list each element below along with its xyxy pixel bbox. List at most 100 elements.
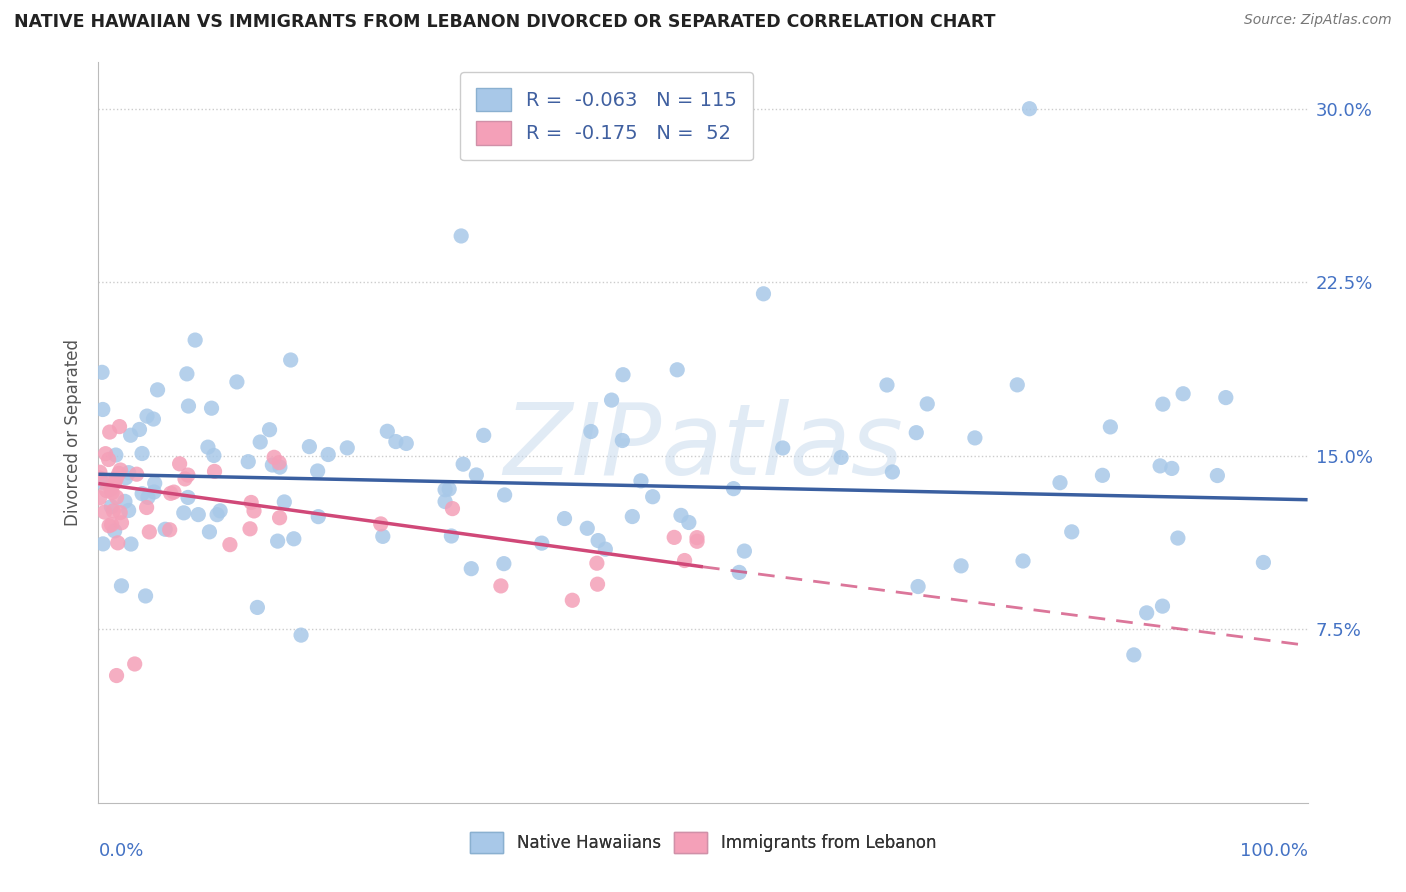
Point [451,457,474,471]
Point [108,506,131,520]
Point [114,471,136,485]
Point [98,425,121,439]
Text: ZIPatlas: ZIPatlas [503,399,903,496]
Point [91,475,114,490]
Point [89,491,111,505]
Point [437,482,460,496]
Point [169,457,191,471]
Point [441,501,464,516]
Text: NATIVE HAWAIIAN VS IMMIGRANTS FROM LEBANON DIVORCED OR SEPARATED CORRELATION CHA: NATIVE HAWAIIAN VS IMMIGRANTS FROM LEBAN… [14,13,995,31]
Point [120,537,142,551]
Point [131,446,153,460]
Point [100,517,122,532]
Point [209,504,232,518]
Point [963,431,986,445]
Point [238,455,260,469]
Point [117,503,139,517]
Point [1253,556,1275,570]
Point [101,485,124,500]
Point [159,523,181,537]
Point [579,425,602,439]
Point [612,434,634,448]
Point [173,506,195,520]
Point [131,486,153,500]
Point [153,522,176,536]
Point [177,399,200,413]
Point [728,566,751,580]
Point [595,542,617,557]
Point [641,490,664,504]
Point [104,448,127,462]
Point [772,441,794,455]
Point [1007,377,1029,392]
Point [110,579,132,593]
Point [678,516,700,530]
Point [91,402,114,417]
Point [434,483,457,497]
Point [307,464,329,478]
Point [219,538,242,552]
Point [283,532,305,546]
Point [1136,606,1159,620]
Point [298,440,321,454]
Text: 0.0%: 0.0% [98,842,143,860]
Point [262,458,284,472]
Point [1122,648,1144,662]
Point [125,467,148,482]
Point [93,505,115,519]
Point [269,510,291,524]
Point [673,553,696,567]
Point [110,516,132,530]
Point [138,524,160,539]
Point [450,229,472,244]
Point [249,435,271,450]
Point [1091,468,1114,483]
Point [176,367,198,381]
Point [198,524,221,539]
Point [124,657,146,671]
Point [89,465,111,479]
Point [1167,531,1189,545]
Point [136,491,159,505]
Point [240,495,263,509]
Point [1152,397,1174,411]
Point [91,365,114,379]
Point [104,524,127,538]
Point [104,476,127,491]
Point [316,448,339,462]
Point [108,419,131,434]
Point [202,449,225,463]
Point [107,536,129,550]
Point [118,466,141,480]
Point [290,628,312,642]
Point [200,401,222,416]
Point [907,580,929,594]
Point [177,491,200,505]
Point [472,428,495,442]
Point [280,353,302,368]
Point [94,447,117,461]
Point [1149,458,1171,473]
Point [1012,554,1035,568]
Point [554,511,576,525]
Point [146,383,169,397]
Point [375,425,398,439]
Point [460,562,482,576]
Point [882,465,904,479]
Point [395,436,418,450]
Point [1215,391,1237,405]
Point [91,537,114,551]
Point [586,533,609,548]
Point [336,441,359,455]
Point [120,428,142,442]
Point [630,474,652,488]
Point [686,531,709,545]
Point [105,490,128,504]
Point [1018,102,1040,116]
Point [135,500,157,515]
Text: Source: ZipAtlas.com: Source: ZipAtlas.com [1244,13,1392,28]
Point [830,450,852,465]
Point [204,464,226,478]
Point [143,485,166,500]
Point [266,534,288,549]
